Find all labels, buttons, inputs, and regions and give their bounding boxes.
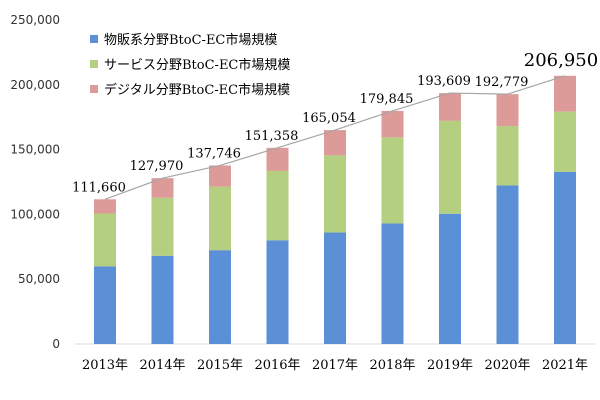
legend-label: 物販系分野BtoC-EC市場規模 <box>104 32 277 48</box>
total-label: 151,358 <box>245 129 299 144</box>
x-tick-label: 2013年 <box>82 358 128 373</box>
total-label: 137,746 <box>187 146 241 161</box>
bar-segment-digital <box>94 199 116 214</box>
legend-swatch <box>90 60 98 68</box>
y-tick-label: 200,000 <box>10 78 60 92</box>
bar-segment-goods <box>324 232 346 344</box>
x-tick-label: 2017年 <box>312 358 358 373</box>
bar-segment-goods <box>94 266 116 344</box>
x-tick-label: 2021年 <box>542 358 588 373</box>
bar-segment-digital <box>554 75 576 112</box>
bar-segment-goods <box>439 213 461 344</box>
total-label: 192,779 <box>475 75 529 90</box>
total-label: 111,660 <box>72 180 126 195</box>
bar-segment-digital <box>151 178 174 198</box>
legend-swatch <box>90 85 98 93</box>
total-label: 165,054 <box>302 111 356 126</box>
bar-segment-goods <box>209 250 231 344</box>
total-line-group <box>104 75 566 200</box>
x-tick-label: 2014年 <box>139 358 185 373</box>
x-tick-label: 2015年 <box>197 358 243 373</box>
bar-segment-digital <box>266 147 289 171</box>
bar-segment-service <box>439 120 461 214</box>
bar-segment-goods <box>554 171 576 344</box>
x-axis: 2013年 2014年 2015年 2016年 2017年 2018年 2019年 2020年… <box>82 358 588 373</box>
x-tick-label: 2016年 <box>254 358 300 373</box>
y-tick-label: 250,000 <box>10 13 60 27</box>
legend-swatch <box>90 35 98 43</box>
legend-label: デジタル分野BtoC-EC市場規模 <box>104 82 290 98</box>
legend: 物販系分野BtoC-EC市場規模サービス分野BtoC-EC市場規模デジタル分野B… <box>90 32 290 98</box>
x-tick-label: 2018年 <box>369 358 415 373</box>
bar-segment-digital <box>209 165 231 187</box>
bar-segment-digital <box>439 93 461 121</box>
bar-segment-goods <box>266 240 289 344</box>
y-tick-label: 0 <box>52 337 60 351</box>
bar-segment-digital <box>381 110 404 138</box>
bar-segment-digital <box>324 130 346 156</box>
total-label: 127,970 <box>130 159 184 174</box>
total-label: 206,950 <box>524 50 598 71</box>
y-tick-label: 50,000 <box>18 272 60 286</box>
bar-segment-service <box>94 213 116 267</box>
bar-segment-service <box>151 197 174 256</box>
bar-segment-service <box>266 170 289 241</box>
bar-segment-service <box>381 137 404 224</box>
bar-segment-goods <box>496 185 519 344</box>
total-label: 193,609 <box>417 74 471 89</box>
bar-segment-digital <box>496 94 519 127</box>
bar-segment-service <box>554 111 576 172</box>
bar-segment-service <box>496 126 519 186</box>
bar-segment-goods <box>151 255 174 344</box>
y-tick-label: 100,000 <box>10 207 60 221</box>
x-tick-label: 2020年 <box>484 358 530 373</box>
bars-group <box>94 75 576 344</box>
total-label: 179,845 <box>360 92 414 107</box>
bar-segment-service <box>324 155 346 233</box>
total-line <box>104 75 566 200</box>
y-tick-label: 150,000 <box>10 143 60 157</box>
legend-label: サービス分野BtoC-EC市場規模 <box>104 57 290 73</box>
bar-segment-service <box>209 186 231 251</box>
bar-segment-goods <box>381 223 404 344</box>
x-tick-label: 2019年 <box>427 358 473 373</box>
